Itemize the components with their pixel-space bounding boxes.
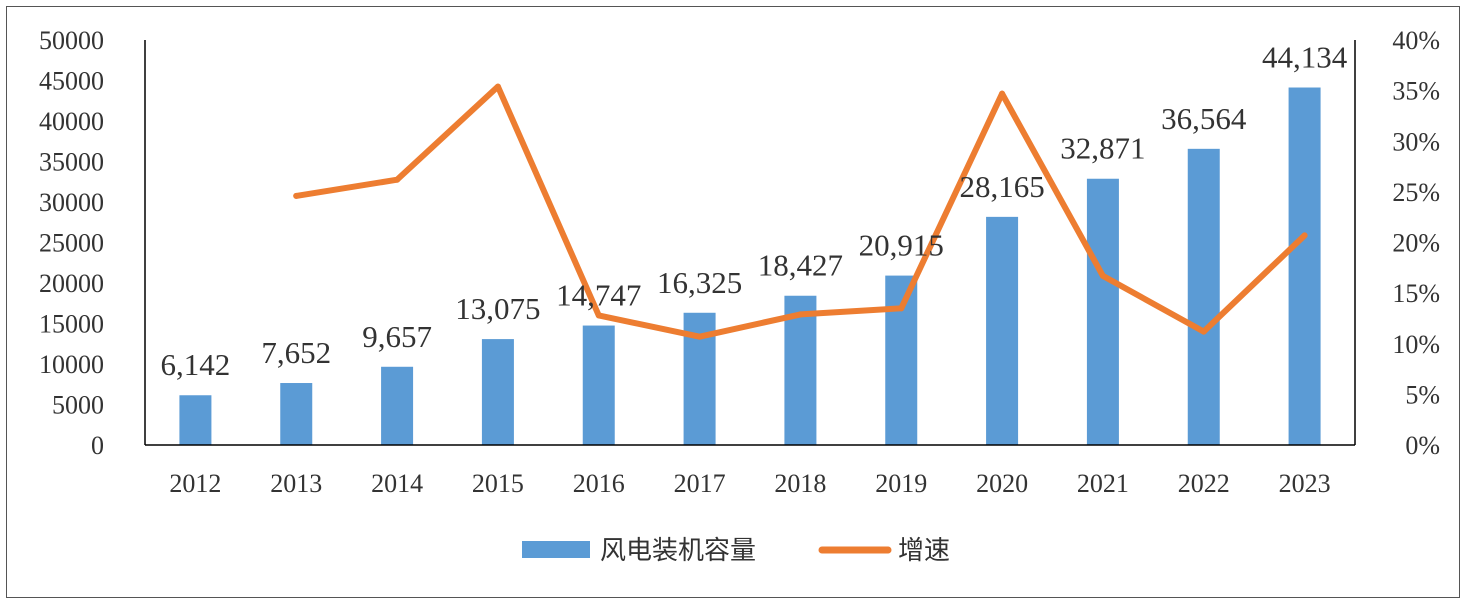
data-labels-layer: 6,142 7,652 9,657 13,075 14,747 16,325 18,427 2… (161, 40, 1348, 383)
data-label: 16,325 (657, 265, 742, 300)
data-label: 7,652 (261, 335, 331, 370)
growth-point-2014 (394, 176, 401, 183)
y-tick-label: 10000 (39, 350, 104, 379)
x-tick-label: 2014 (371, 469, 423, 498)
y2-tick-label: 35% (1392, 77, 1440, 106)
bar-2012 (179, 395, 212, 445)
axes-layer: 0 5000 10000 15000 20000 25000 30000 35000 40000… (39, 26, 1440, 498)
legend-label-capacity: 风电装机容量 (600, 536, 756, 566)
y-tick-label: 5000 (52, 391, 104, 420)
data-label: 13,075 (455, 291, 540, 326)
bar-2019 (885, 275, 918, 445)
bar-2015 (481, 339, 514, 445)
growth-point-2019 (898, 305, 905, 312)
legend-label-growth: 增速 (898, 536, 950, 566)
y2-tick-label: 30% (1392, 127, 1440, 156)
y2-tick-label: 5% (1405, 380, 1440, 409)
bar-2020 (986, 216, 1019, 445)
y2-tick-label: 0% (1405, 431, 1440, 460)
legend-swatch-capacity (522, 541, 590, 558)
bar-2018 (784, 295, 817, 445)
bar-2021 (1086, 178, 1119, 445)
y-tick-label: 45000 (39, 67, 104, 96)
data-label: 32,871 (1060, 131, 1145, 166)
growth-point-2023 (1301, 232, 1308, 239)
x-tick-label: 2012 (169, 469, 221, 498)
x-tick-label: 2016 (573, 469, 625, 498)
x-tick-label: 2017 (674, 469, 726, 498)
y-tick-label: 30000 (39, 188, 104, 217)
bar-2023 (1288, 87, 1321, 446)
legend: 风电装机容量 增速 (522, 536, 950, 566)
growth-point-2017 (696, 333, 703, 340)
data-label: 28,165 (959, 169, 1044, 204)
data-label: 14,747 (556, 278, 641, 313)
y-tick-label: 15000 (39, 310, 104, 339)
growth-point-2018 (797, 311, 804, 318)
y2-tick-label: 25% (1392, 178, 1440, 207)
x-tick-label: 2023 (1279, 469, 1331, 498)
y2-tick-label: 15% (1392, 279, 1440, 308)
growth-point-2013 (293, 192, 300, 199)
bar-2016 (582, 325, 615, 445)
growth-point-2016 (595, 312, 602, 319)
y-tick-label: 25000 (39, 229, 104, 258)
data-label: 18,427 (758, 248, 843, 283)
y-tick-label: 40000 (39, 107, 104, 136)
bar-2014 (381, 366, 414, 445)
x-tick-label: 2013 (270, 469, 322, 498)
growth-point-2022 (1200, 328, 1207, 335)
data-label: 20,915 (859, 228, 944, 263)
y2-tick-label: 40% (1392, 26, 1440, 55)
bar-2022 (1187, 148, 1220, 445)
y2-tick-label: 10% (1392, 330, 1440, 359)
bar-2013 (280, 383, 313, 445)
x-tick-label: 2021 (1077, 469, 1129, 498)
y-tick-label: 50000 (39, 26, 104, 55)
x-tick-label: 2015 (472, 469, 524, 498)
x-tick-label: 2020 (976, 469, 1028, 498)
y-tick-label: 20000 (39, 269, 104, 298)
data-label: 44,134 (1262, 40, 1348, 75)
x-tick-label: 2022 (1178, 469, 1230, 498)
y-tick-label: 0 (91, 431, 104, 460)
data-label: 9,657 (362, 319, 432, 354)
y-tick-label: 35000 (39, 148, 104, 177)
growth-point-2020 (999, 90, 1006, 97)
growth-point-2021 (1099, 272, 1106, 279)
y2-tick-label: 20% (1392, 229, 1440, 258)
data-label: 6,142 (161, 347, 231, 382)
x-tick-label: 2019 (875, 469, 927, 498)
bars-layer (179, 87, 1321, 446)
data-label: 36,564 (1161, 101, 1247, 136)
growth-line-layer (293, 83, 1308, 340)
growth-point-2015 (494, 83, 501, 90)
x-tick-label: 2018 (774, 469, 826, 498)
